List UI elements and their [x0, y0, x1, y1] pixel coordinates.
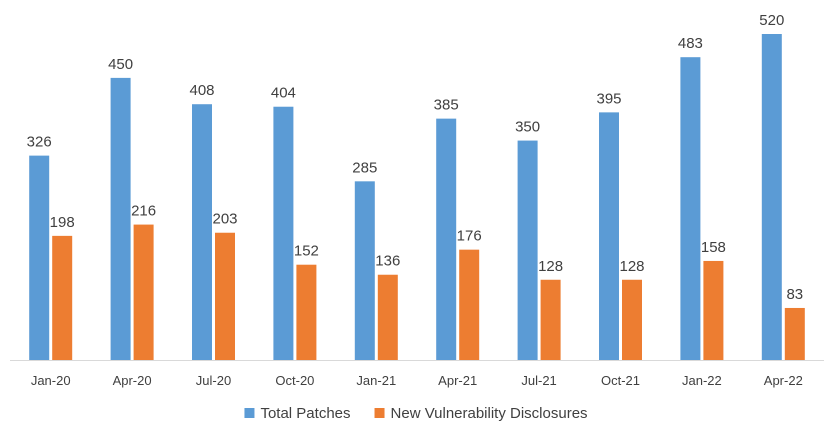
bar-new-vulnerability-disclosures-oct-21: [622, 279, 642, 360]
x-tick-label: Apr-21: [438, 373, 477, 388]
bar-new-vulnerability-disclosures-apr-20: [133, 224, 154, 360]
bar-new-vulnerability-disclosures-oct-20: [296, 264, 317, 360]
data-label-new-vulnerability-disclosures-jul-20: 203: [212, 211, 237, 228]
data-label-total-patches-jan-22: 483: [678, 35, 703, 52]
bar-total-patches-jan-21: [354, 181, 375, 360]
data-label-new-vulnerability-disclosures-jul-21: 128: [538, 258, 563, 275]
data-label-new-vulnerability-disclosures-oct-21: 128: [619, 258, 644, 275]
bar-new-vulnerability-disclosures-jan-21: [377, 274, 398, 360]
bar-new-vulnerability-disclosures-jan-20: [52, 235, 73, 360]
legend: Total Patches New Vulnerability Disclosur…: [244, 405, 588, 422]
data-label-total-patches-apr-21: 385: [434, 97, 459, 114]
data-label-total-patches-jul-20: 408: [189, 82, 214, 99]
x-tick-label: Jul-20: [196, 373, 231, 388]
bar-total-patches-oct-21: [599, 112, 619, 360]
bar-total-patches-apr-22: [761, 34, 782, 360]
data-labels-layer: 326 198 450 216 408 203 404 152 285 136 385 176 350 1…: [27, 12, 803, 303]
data-label-new-vulnerability-disclosures-apr-21: 176: [457, 228, 482, 245]
legend-swatch: [374, 408, 385, 418]
bars-layer: [29, 34, 805, 360]
data-label-total-patches-oct-20: 404: [271, 85, 296, 102]
data-label-total-patches-jan-21: 285: [352, 159, 377, 176]
data-label-total-patches-apr-22: 520: [759, 12, 784, 29]
data-label-total-patches-apr-20: 450: [108, 56, 133, 73]
bar-new-vulnerability-disclosures-apr-22: [784, 307, 805, 360]
bar-new-vulnerability-disclosures-apr-21: [459, 249, 480, 360]
data-label-total-patches-jul-21: 350: [515, 119, 540, 136]
data-label-new-vulnerability-disclosures-oct-20: 152: [294, 243, 319, 260]
x-tick-label: Apr-22: [764, 373, 803, 388]
data-label-new-vulnerability-disclosures-jan-21: 136: [375, 253, 400, 270]
bar-total-patches-apr-21: [436, 118, 457, 360]
x-tick-label: Jan-22: [682, 373, 722, 388]
bar-new-vulnerability-disclosures-jul-21: [540, 279, 561, 360]
bar-total-patches-apr-20: [110, 77, 131, 360]
x-tick-labels: Jan-20 Apr-20 Jul-20 Oct-20 Jan-21 Apr-21 Jul-…: [31, 373, 803, 388]
legend-label: Total Patches: [260, 405, 350, 422]
x-tick-label: Jul-21: [521, 373, 556, 388]
bar-total-patches-jul-21: [517, 140, 538, 360]
bar-total-patches-oct-20: [273, 106, 294, 360]
bar-new-vulnerability-disclosures-jul-20: [215, 232, 235, 360]
bar-new-vulnerability-disclosures-jan-22: [703, 260, 724, 360]
x-tick-label: Jan-20: [31, 373, 71, 388]
legend-label: New Vulnerability Disclosures: [391, 405, 588, 422]
x-tick-label: Oct-20: [275, 373, 314, 388]
data-label-total-patches-jan-20: 326: [27, 134, 52, 151]
x-tick-label: Jan-21: [356, 373, 396, 388]
data-label-total-patches-oct-21: 395: [596, 90, 621, 107]
x-tick-label: Apr-20: [113, 373, 152, 388]
bar-total-patches-jul-20: [192, 104, 212, 360]
x-tick-label: Oct-21: [601, 373, 640, 388]
bar-total-patches-jan-20: [29, 155, 50, 360]
data-label-new-vulnerability-disclosures-jan-22: 158: [701, 239, 726, 256]
bar-total-patches-jan-22: [680, 57, 701, 360]
data-label-new-vulnerability-disclosures-apr-20: 216: [131, 203, 156, 220]
legend-swatch: [244, 408, 255, 418]
data-label-new-vulnerability-disclosures-jan-20: 198: [50, 214, 75, 231]
data-label-new-vulnerability-disclosures-apr-22: 83: [786, 286, 803, 303]
